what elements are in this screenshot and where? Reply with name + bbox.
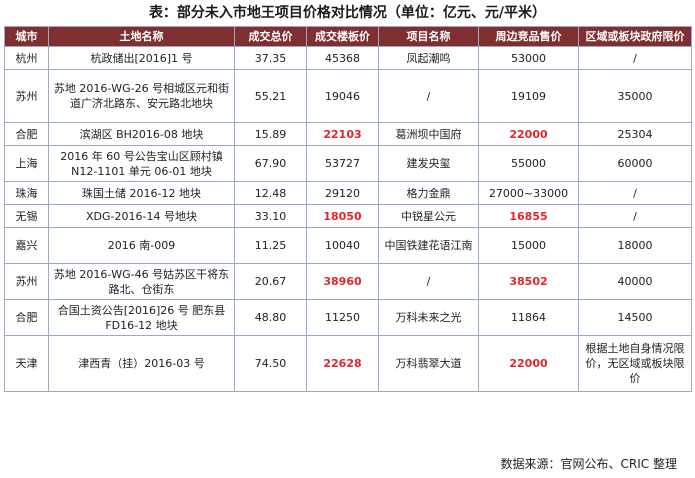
cell-total: 55.21 (234, 69, 307, 123)
cell-limit: 60000 (578, 145, 692, 182)
cell-total: 48.80 (234, 299, 307, 336)
cell-nearby: 22000 (478, 122, 579, 146)
cell-land: 2016 年 60 号公告宝山区顾村镇 N12-1101 单元 06-01 地块 (48, 145, 235, 182)
cell-total: 67.90 (234, 145, 307, 182)
cell-land: 合国土资公告[2016]26 号 肥东县 FD16-12 地块 (48, 299, 235, 336)
cell-project: 中锐星公元 (378, 204, 479, 228)
header-project-name: 项目名称 (378, 26, 479, 47)
cell-total: 74.50 (234, 335, 307, 392)
table-row: 合肥 合国土资公告[2016]26 号 肥东县 FD16-12 地块 48.80… (4, 299, 692, 336)
cell-project: 中国铁建花语江南 (378, 227, 479, 264)
header-price-limit: 区域或板块政府限价 (578, 26, 692, 47)
cell-limit: 35000 (578, 69, 692, 123)
cell-limit: / (578, 181, 692, 205)
cell-total: 37.35 (234, 46, 307, 70)
header-land-name: 土地名称 (48, 26, 235, 47)
cell-total: 11.25 (234, 227, 307, 264)
header-nearby-price: 周边竞品售价 (478, 26, 579, 47)
cell-total: 15.89 (234, 122, 307, 146)
cell-nearby: 53000 (478, 46, 579, 70)
cell-land: 苏地 2016-WG-26 号相城区元和街道广济北路东、安元路北地块 (48, 69, 235, 123)
cell-floor: 38960 (306, 263, 379, 300)
cell-nearby: 11864 (478, 299, 579, 336)
cell-project: 格力金鼎 (378, 181, 479, 205)
cell-city: 天津 (4, 335, 49, 392)
cell-nearby: 22000 (478, 335, 579, 392)
cell-city: 无锡 (4, 204, 49, 228)
cell-nearby: 38502 (478, 263, 579, 300)
cell-city: 珠海 (4, 181, 49, 205)
cell-city: 合肥 (4, 122, 49, 146)
cell-nearby: 16855 (478, 204, 579, 228)
cell-floor: 19046 (306, 69, 379, 123)
cell-project: 建发央玺 (378, 145, 479, 182)
cell-nearby: 15000 (478, 227, 579, 264)
cell-limit: 40000 (578, 263, 692, 300)
cell-project: 凤起潮鸣 (378, 46, 479, 70)
cell-limit: 14500 (578, 299, 692, 336)
data-source-note: 数据来源：官网公布、CRIC 整理 (500, 457, 677, 471)
cell-limit: / (578, 204, 692, 228)
table-row: 苏州 苏地 2016-WG-26 号相城区元和街道广济北路东、安元路北地块 55… (4, 69, 692, 123)
table-title: 表：部分未入市地王项目价格对比情况（单位：亿元、元/平米） (148, 5, 547, 21)
cell-total: 33.10 (234, 204, 307, 228)
cell-land: 2016 南-009 (48, 227, 235, 264)
table-row: 珠海 珠国土储 2016-12 地块 12.48 29120 格力金鼎 2700… (4, 181, 692, 205)
cell-project: 葛洲坝中国府 (378, 122, 479, 146)
table-row: 杭州 杭政储出[2016]1 号 37.35 45368 凤起潮鸣 53000 … (4, 46, 692, 70)
price-comparison-table: 城市 土地名称 成交总价 成交楼板价 项目名称 周边竞品售价 区域或板块政府限价… (4, 26, 692, 392)
cell-land: 珠国土储 2016-12 地块 (48, 181, 235, 205)
cell-land: 滨湖区 BH2016-08 地块 (48, 122, 235, 146)
cell-city: 嘉兴 (4, 227, 49, 264)
cell-project: / (378, 263, 479, 300)
cell-floor: 10040 (306, 227, 379, 264)
header-row: 城市 土地名称 成交总价 成交楼板价 项目名称 周边竞品售价 区域或板块政府限价 (4, 26, 692, 47)
cell-project: 万科翡翠大道 (378, 335, 479, 392)
table-row: 上海 2016 年 60 号公告宝山区顾村镇 N12-1101 单元 06-01… (4, 145, 692, 182)
cell-floor: 18050 (306, 204, 379, 228)
header-city: 城市 (4, 26, 49, 47)
cell-nearby: 27000~33000 (478, 181, 579, 205)
cell-city: 上海 (4, 145, 49, 182)
cell-nearby: 55000 (478, 145, 579, 182)
header-total-price: 成交总价 (234, 26, 307, 47)
cell-floor: 22103 (306, 122, 379, 146)
table-row: 嘉兴 2016 南-009 11.25 10040 中国铁建花语江南 15000… (4, 227, 692, 264)
cell-limit: / (578, 46, 692, 70)
cell-land: 杭政储出[2016]1 号 (48, 46, 235, 70)
cell-floor: 53727 (306, 145, 379, 182)
cell-total: 20.67 (234, 263, 307, 300)
cell-project: 万科未来之光 (378, 299, 479, 336)
cell-land: 津西青（挂）2016-03 号 (48, 335, 235, 392)
table-row: 天津 津西青（挂）2016-03 号 74.50 22628 万科翡翠大道 22… (4, 335, 692, 392)
cell-limit: 根据土地自身情况限价，无区域或板块限价 (578, 335, 692, 392)
table-row: 合肥 滨湖区 BH2016-08 地块 15.89 22103 葛洲坝中国府 2… (4, 122, 692, 146)
cell-city: 苏州 (4, 263, 49, 300)
cell-city: 合肥 (4, 299, 49, 336)
cell-floor: 45368 (306, 46, 379, 70)
cell-land: 苏地 2016-WG-46 号姑苏区干将东路北、仓街东 (48, 263, 235, 300)
cell-city: 杭州 (4, 46, 49, 70)
cell-limit: 25304 (578, 122, 692, 146)
header-floor-price: 成交楼板价 (306, 26, 379, 47)
cell-city: 苏州 (4, 69, 49, 123)
cell-project: / (378, 69, 479, 123)
table-row: 无锡 XDG-2016-14 号地块 33.10 18050 中锐星公元 168… (4, 204, 692, 228)
cell-floor: 22628 (306, 335, 379, 392)
table-row: 苏州 苏地 2016-WG-46 号姑苏区干将东路北、仓街东 20.67 389… (4, 263, 692, 300)
cell-nearby: 19109 (478, 69, 579, 123)
cell-total: 12.48 (234, 181, 307, 205)
cell-floor: 29120 (306, 181, 379, 205)
cell-limit: 18000 (578, 227, 692, 264)
cell-land: XDG-2016-14 号地块 (48, 204, 235, 228)
cell-floor: 11250 (306, 299, 379, 336)
